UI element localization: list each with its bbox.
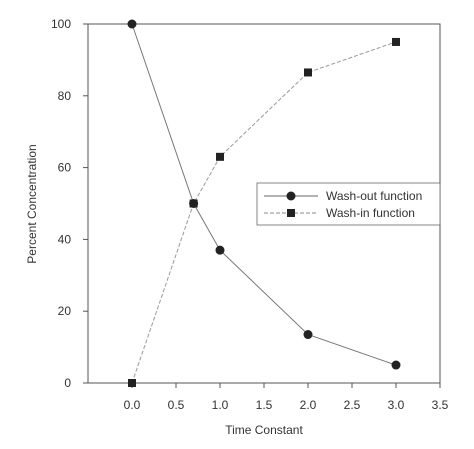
y-axis: 0 20 40 60 80 100	[51, 17, 88, 390]
x-axis-title: Time Constant	[225, 423, 303, 437]
x-tick-label: 3.5	[432, 398, 449, 412]
x-tick-label: 0.5	[168, 398, 185, 412]
y-tick-label: 40	[58, 232, 72, 246]
legend-label-wash-out: Wash-out function	[326, 189, 422, 203]
data-point-wash-in-function	[392, 37, 400, 46]
y-axis-title: Percent Concentration	[25, 144, 39, 263]
x-tick-label: 2.5	[344, 398, 361, 412]
y-tick-label: 20	[58, 304, 72, 318]
data-point-wash-in-function	[128, 379, 136, 387]
legend-box	[256, 182, 441, 226]
data-point-wash-in-function	[189, 199, 198, 208]
legend-marker-wash-out	[286, 191, 296, 201]
x-axis: 0.0 0.5 1.0 1.5 2.0 2.5 3.0 3.5	[124, 383, 449, 412]
data-point-wash-out-function	[391, 360, 401, 370]
data-point-wash-in-function	[216, 152, 224, 161]
y-tick-label: 100	[51, 17, 71, 31]
x-tick-label: 3.0	[388, 398, 405, 412]
y-tick-label: 60	[58, 161, 72, 175]
legend: Wash-out function Wash-in function	[256, 182, 441, 226]
data-point-wash-in-function	[304, 68, 312, 77]
data-point-wash-out-function	[127, 19, 137, 29]
legend-label-wash-in: Wash-in function	[326, 206, 415, 220]
series-layer	[127, 19, 401, 387]
y-tick-label: 0	[64, 376, 71, 390]
x-tick-label: 0.0	[124, 398, 141, 412]
legend-marker-wash-in	[287, 209, 295, 217]
y-tick-label: 80	[58, 89, 72, 103]
x-tick-label: 1.0	[212, 398, 229, 412]
x-tick-label: 1.5	[256, 398, 273, 412]
data-point-wash-out-function	[303, 330, 313, 340]
x-tick-label: 2.0	[300, 398, 317, 412]
data-point-wash-out-function	[215, 245, 225, 255]
